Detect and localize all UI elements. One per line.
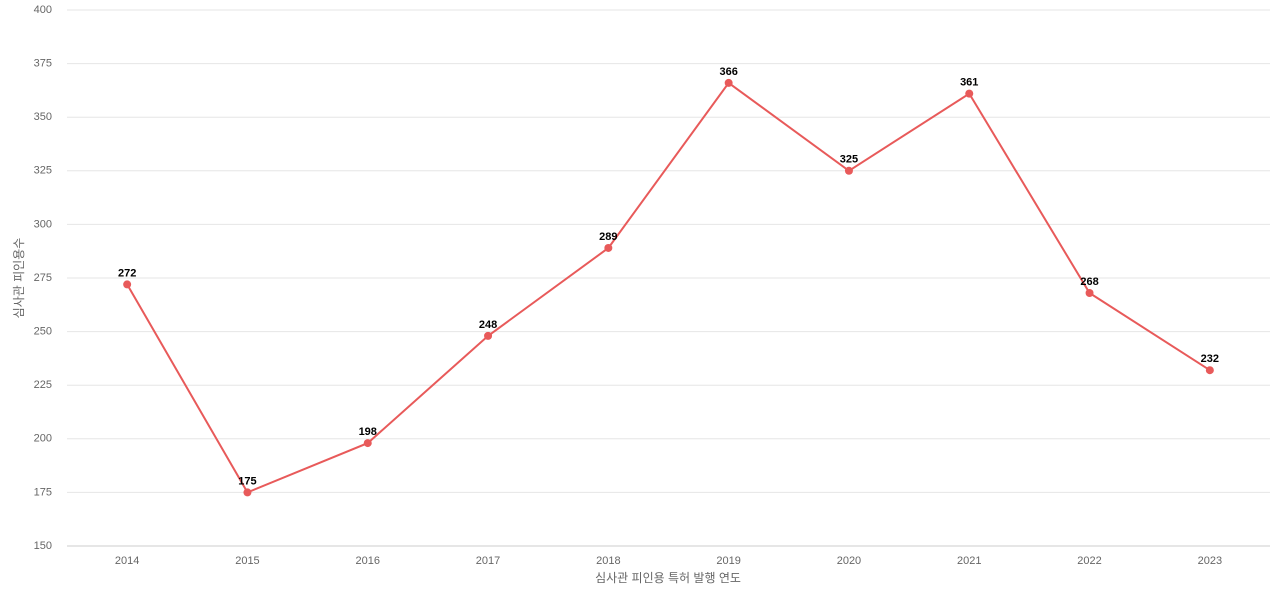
- data-point: [844, 166, 853, 175]
- y-tick-label: 250: [34, 326, 52, 338]
- data-point: [1085, 289, 1094, 298]
- x-tick-label: 2019: [716, 555, 740, 567]
- x-tick-label: 2016: [356, 555, 380, 567]
- x-tick-label: 2017: [476, 555, 500, 567]
- y-tick-label: 225: [34, 379, 52, 391]
- y-axis-title: 심사관 피인용수: [12, 238, 26, 319]
- y-tick-label: 375: [34, 58, 52, 70]
- y-tick-label: 175: [34, 486, 52, 498]
- data-label: 268: [1080, 276, 1098, 288]
- data-point: [243, 488, 252, 497]
- x-tick-label: 2021: [957, 555, 981, 567]
- x-tick-label: 2015: [235, 555, 259, 567]
- y-tick-label: 300: [34, 218, 52, 230]
- y-tick-label: 325: [34, 165, 52, 177]
- x-tick-label: 2014: [115, 555, 139, 567]
- x-tick-label: 2022: [1077, 555, 1101, 567]
- data-label: 361: [960, 77, 978, 89]
- y-tick-label: 150: [34, 540, 52, 552]
- data-point: [484, 331, 493, 340]
- data-label: 325: [840, 154, 858, 166]
- x-tick-label: 2018: [596, 555, 620, 567]
- y-tick-label: 200: [34, 433, 52, 445]
- data-label: 198: [359, 426, 377, 438]
- y-tick-label: 275: [34, 272, 52, 284]
- data-point: [724, 78, 733, 87]
- y-tick-label: 400: [34, 4, 52, 16]
- data-label: 175: [238, 475, 256, 487]
- data-line: [126, 81, 1211, 494]
- x-tick-label: 2020: [837, 555, 861, 567]
- data-point: [363, 439, 372, 448]
- data-point: [604, 243, 613, 252]
- data-label: 272: [118, 267, 136, 279]
- data-point: [123, 280, 132, 289]
- x-tick-label: 2023: [1198, 555, 1222, 567]
- y-tick-label: 350: [34, 111, 52, 123]
- data-label: 289: [599, 231, 617, 243]
- x-axis-title: 심사관 피인용 특허 발행 연도: [595, 570, 741, 585]
- data-point: [1205, 366, 1214, 375]
- data-label: 366: [719, 66, 737, 78]
- data-point: [965, 89, 974, 98]
- data-label: 232: [1201, 353, 1219, 365]
- data-label: 248: [479, 319, 497, 331]
